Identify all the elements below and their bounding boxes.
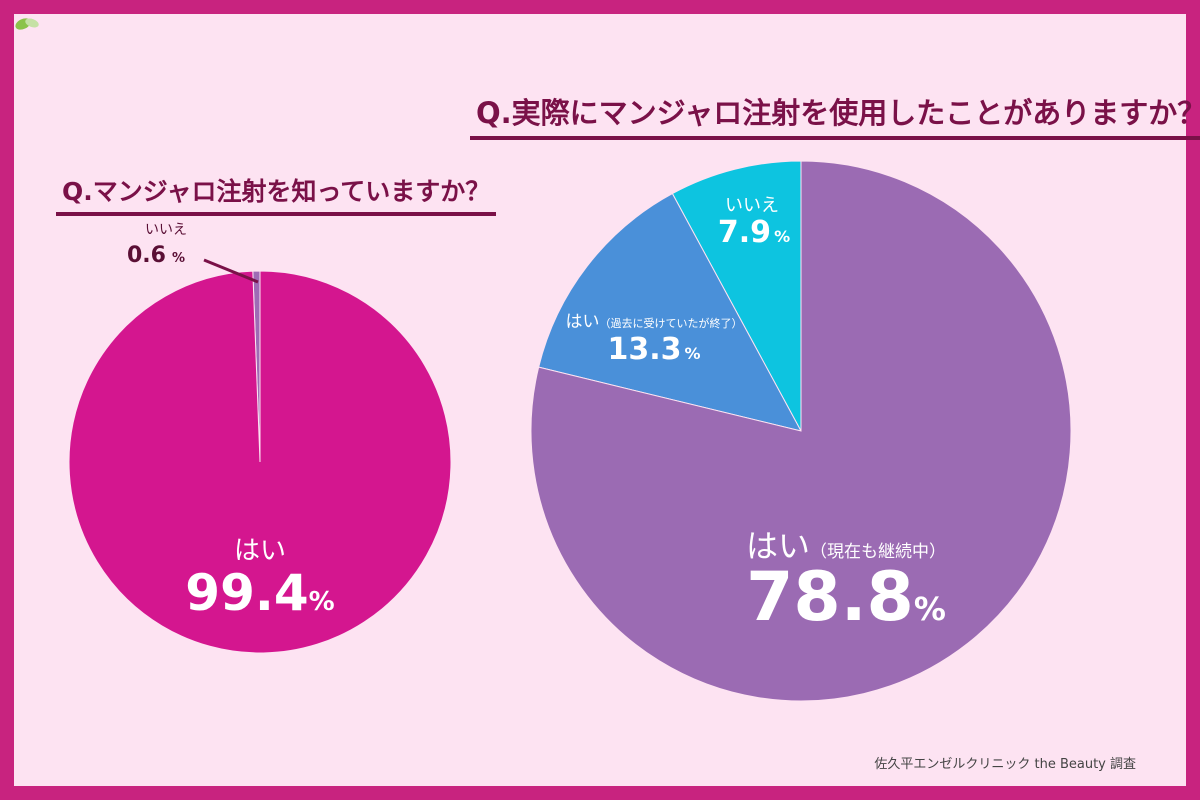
right-label-past: はい（過去に受けていたが終了） (566, 312, 743, 332)
pie-left (68, 270, 452, 654)
left-value-no-pct: % (172, 251, 185, 266)
left-leader-line (203, 258, 259, 284)
right-label-current-sub: （現在も継続中） (810, 542, 946, 562)
left-chart-title: Q.マンジャロ注射を知っていますか？ (56, 172, 497, 216)
pie-charts: いいえ 0.6% はい 99.4% いいえ 7.9% はい（過去に受けていたが終… (68, 160, 1072, 702)
right-value-no-pct: % (774, 227, 790, 246)
left-value-no: 0.6% (127, 243, 185, 268)
right-value-no-number: 7.9 (718, 215, 771, 250)
right-label-past-sub: （過去に受けていたが終了） (600, 316, 743, 330)
chart-frame: Q.マンジャロ注射を知っていますか？ Q.実際にマンジャロ注射を使用したことがあ… (14, 14, 1200, 786)
pie-right (530, 160, 1072, 702)
right-label-no: いいえ (725, 195, 779, 216)
right-value-current: 78.8% (746, 558, 946, 637)
left-value-yes: 99.4% (185, 564, 334, 622)
right-value-past-pct: % (685, 344, 701, 363)
leaf-icon (15, 18, 39, 30)
left-pie-slice-0 (68, 270, 452, 654)
right-value-past-number: 13.3 (607, 332, 681, 367)
right-label-current-main: はい (746, 527, 810, 565)
right-value-current-pct: % (914, 590, 946, 628)
right-chart-title: Q.実際にマンジャロ注射を使用したことがありますか？ (470, 90, 1200, 140)
right-pie-slice-2 (671, 160, 802, 432)
right-pie-slice-1 (538, 192, 802, 432)
left-value-yes-pct: % (309, 587, 335, 617)
credit-text: 佐久平エンゼルクリニック the Beauty 調査 (874, 757, 1136, 772)
left-label-yes: はい (234, 536, 286, 566)
right-value-current-number: 78.8 (746, 558, 914, 637)
right-value-past: 13.3% (607, 332, 700, 367)
left-value-no-number: 0.6 (127, 243, 166, 268)
right-pie-slice-0 (530, 160, 1072, 702)
right-label-past-main: はい (566, 312, 600, 332)
left-value-yes-number: 99.4 (185, 564, 308, 622)
left-label-no: いいえ (145, 222, 187, 238)
right-label-current: はい（現在も継続中） (746, 527, 946, 565)
right-value-no: 7.9% (718, 215, 790, 250)
